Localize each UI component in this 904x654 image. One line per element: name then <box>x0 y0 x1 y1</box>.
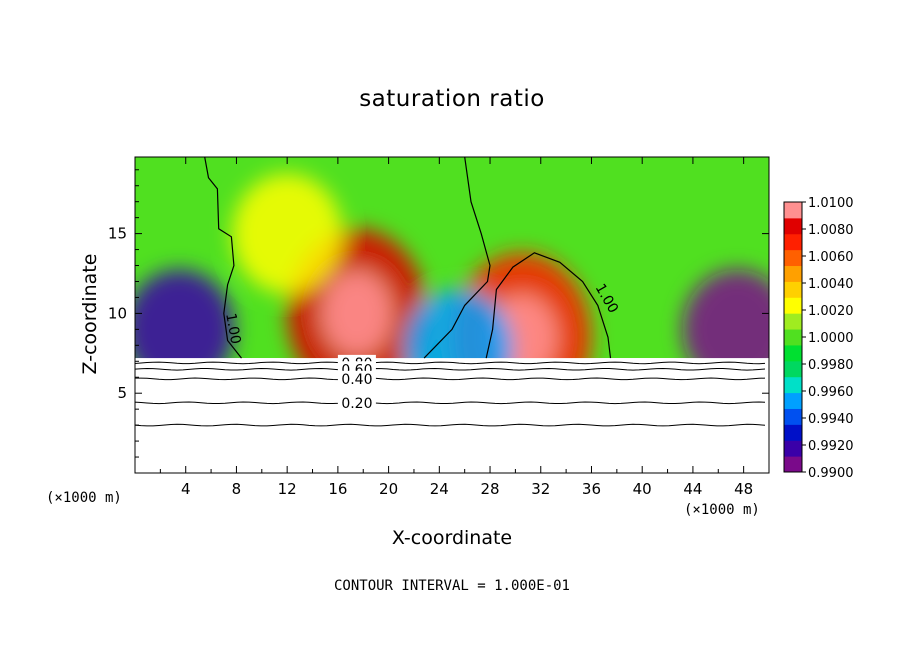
colorbar-segment <box>784 202 802 219</box>
colorbar-tick-label: 0.9960 <box>808 385 854 400</box>
contour-1-line-2 <box>485 252 612 359</box>
x-tick-label: 28 <box>480 480 499 498</box>
x-tick-label: 44 <box>683 480 702 498</box>
plot-frame <box>134 156 770 474</box>
colorbar-tick-label: 1.0080 <box>808 223 854 238</box>
y-tick-label: 15 <box>108 225 127 243</box>
x-axis-label: X-coordinate <box>391 527 513 549</box>
contour-interval-note: CONTOUR INTERVAL = 1.000E-01 <box>333 578 570 594</box>
x-tick-label: 12 <box>278 480 297 498</box>
contour-line-1 <box>135 367 766 371</box>
x-tick-label: 4 <box>181 480 191 498</box>
saturation-field <box>135 157 769 473</box>
contour-1-line-1 <box>423 157 491 359</box>
colorbar-segment <box>784 217 802 235</box>
contour-label: 0.40 <box>341 372 372 388</box>
x-tick-label: 32 <box>531 480 550 498</box>
x-tick-label: 24 <box>430 480 449 498</box>
colorbar-segment <box>784 313 802 330</box>
y-tick-label: 5 <box>117 384 127 402</box>
contour-label-bg <box>337 370 376 385</box>
x-tick-label: 40 <box>633 480 652 498</box>
colorbar-segment <box>784 281 802 298</box>
colorbar-segment <box>784 392 802 409</box>
contour-label: 0.20 <box>341 396 372 412</box>
colorbar-tick-label: 1.0020 <box>808 304 854 319</box>
field-feature-2 <box>232 173 343 294</box>
colorbar-segment <box>784 456 802 473</box>
contour-line-2 <box>135 377 766 381</box>
x-tick-label: 16 <box>328 480 347 498</box>
x-tick-label: 36 <box>582 480 601 498</box>
contour-label-1-0: 1.00 <box>222 312 243 345</box>
x-unit-left: (×1000 m) <box>46 490 122 506</box>
colorbar-tick-label: 0.9940 <box>808 412 854 427</box>
ground-area <box>135 358 769 473</box>
contour-line-3 <box>135 401 766 405</box>
x-unit-right: (×1000 m) <box>684 502 760 518</box>
colorbar-segment <box>784 440 802 457</box>
field-core-0 <box>321 270 392 356</box>
colorbar-segment <box>784 408 802 425</box>
colorbar-tick-label: 1.0100 <box>808 196 854 211</box>
x-tick-label: 20 <box>379 480 398 498</box>
colorbar-segment <box>784 297 802 314</box>
colorbar-tick-label: 1.0060 <box>808 250 854 265</box>
colorbar-segment <box>784 249 802 267</box>
colorbar-tick-label: 0.9900 <box>808 466 854 481</box>
colorbar-tick-label: 1.0040 <box>808 277 854 292</box>
contour-1-line-0 <box>204 157 242 359</box>
colorbar: 1.0100 1.0080 1.0060 1.0040 1.0020 1.0000 0.99… <box>783 196 854 481</box>
contour-label-bg <box>337 394 376 409</box>
y-tick-label: 10 <box>108 304 127 322</box>
colorbar-segment <box>784 233 802 251</box>
colorbar-segment <box>784 424 802 441</box>
contour-line-0 <box>135 361 766 365</box>
colorbar-tick-label: 0.9980 <box>808 358 854 373</box>
contour-line-4 <box>135 423 766 427</box>
contour-lines: 0.800.600.400.201.001.00 <box>135 157 766 427</box>
colorbar-segment <box>784 265 802 282</box>
colorbar-tick-label: 0.9920 <box>808 439 854 454</box>
colorbar-segment <box>784 376 802 394</box>
chart-title: saturation ratio <box>359 86 545 112</box>
colorbar-segment <box>784 329 802 346</box>
colorbar-tick-label: 1.0000 <box>808 331 854 346</box>
colorbar-segment <box>784 344 802 362</box>
x-tick-label: 48 <box>734 480 753 498</box>
x-tick-label: 8 <box>232 480 242 498</box>
colorbar-segment <box>784 360 802 378</box>
